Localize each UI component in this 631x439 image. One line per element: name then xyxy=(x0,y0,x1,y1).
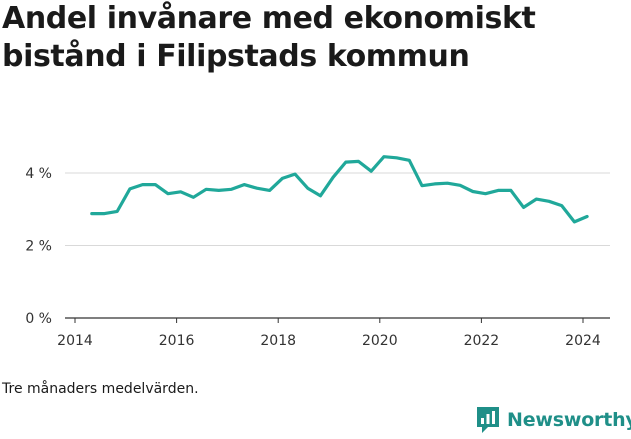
data-point xyxy=(141,183,144,186)
data-point xyxy=(585,215,589,218)
series-lines xyxy=(90,155,589,224)
series-line xyxy=(90,155,589,224)
data-point xyxy=(522,206,525,209)
x-tick-label: 2016 xyxy=(159,333,195,349)
data-point xyxy=(420,184,424,187)
y-tick-label: 4 % xyxy=(25,166,52,182)
x-tick-label: 2020 xyxy=(362,333,398,349)
data-point xyxy=(408,159,411,162)
data-point xyxy=(395,156,398,159)
data-point xyxy=(293,172,297,176)
data-point xyxy=(535,197,538,201)
x-tick-label: 2014 xyxy=(57,333,93,349)
data-point xyxy=(382,155,386,158)
x-axis xyxy=(65,317,610,323)
data-point xyxy=(573,220,576,224)
data-point xyxy=(547,200,551,203)
x-tick-label: 2022 xyxy=(464,333,500,349)
data-point xyxy=(230,188,233,191)
data-point xyxy=(433,182,436,186)
data-point xyxy=(357,160,360,163)
data-point xyxy=(319,194,322,198)
data-point xyxy=(458,184,462,187)
data-point xyxy=(103,212,106,215)
line-chart: 0 % 2 % 4 % 2014 2016 2018 2020 2022 2024 xyxy=(25,155,610,349)
y-axis-tick-labels: 0 % 2 % 4 % xyxy=(25,166,52,327)
data-point xyxy=(281,177,284,180)
x-tick-label: 2018 xyxy=(260,333,296,349)
data-point xyxy=(509,189,513,192)
newsworthy-brand: Newsworthy xyxy=(475,406,631,434)
newsworthy-logo-icon xyxy=(477,407,499,433)
data-point xyxy=(344,160,347,164)
data-point xyxy=(446,181,449,185)
data-point xyxy=(255,187,259,190)
data-point xyxy=(179,190,182,194)
data-point xyxy=(484,192,487,195)
data-point xyxy=(242,183,246,186)
data-point xyxy=(560,204,563,207)
y-tick-label: 2 % xyxy=(25,239,52,255)
x-axis-tick-labels: 2014 2016 2018 2020 2022 2024 xyxy=(57,333,601,349)
data-point xyxy=(192,196,195,199)
data-point xyxy=(217,189,220,192)
brand-name: Newsworthy xyxy=(507,409,631,431)
x-tick-label: 2024 xyxy=(565,333,601,349)
data-point xyxy=(369,169,373,173)
footnote: Tre månaders medelvärden. xyxy=(2,381,199,397)
data-point xyxy=(268,189,271,192)
data-point xyxy=(154,183,157,186)
data-point xyxy=(166,192,170,195)
data-point xyxy=(204,188,208,191)
chart-title: Andel invånare med ekonomiskt bistånd i … xyxy=(2,1,536,74)
data-point xyxy=(496,189,500,192)
data-point xyxy=(128,187,132,191)
data-point xyxy=(471,190,474,193)
data-point xyxy=(306,187,309,190)
y-tick-label: 0 % xyxy=(25,311,52,327)
data-point xyxy=(331,176,335,179)
data-point xyxy=(115,210,119,213)
data-point xyxy=(90,212,93,215)
